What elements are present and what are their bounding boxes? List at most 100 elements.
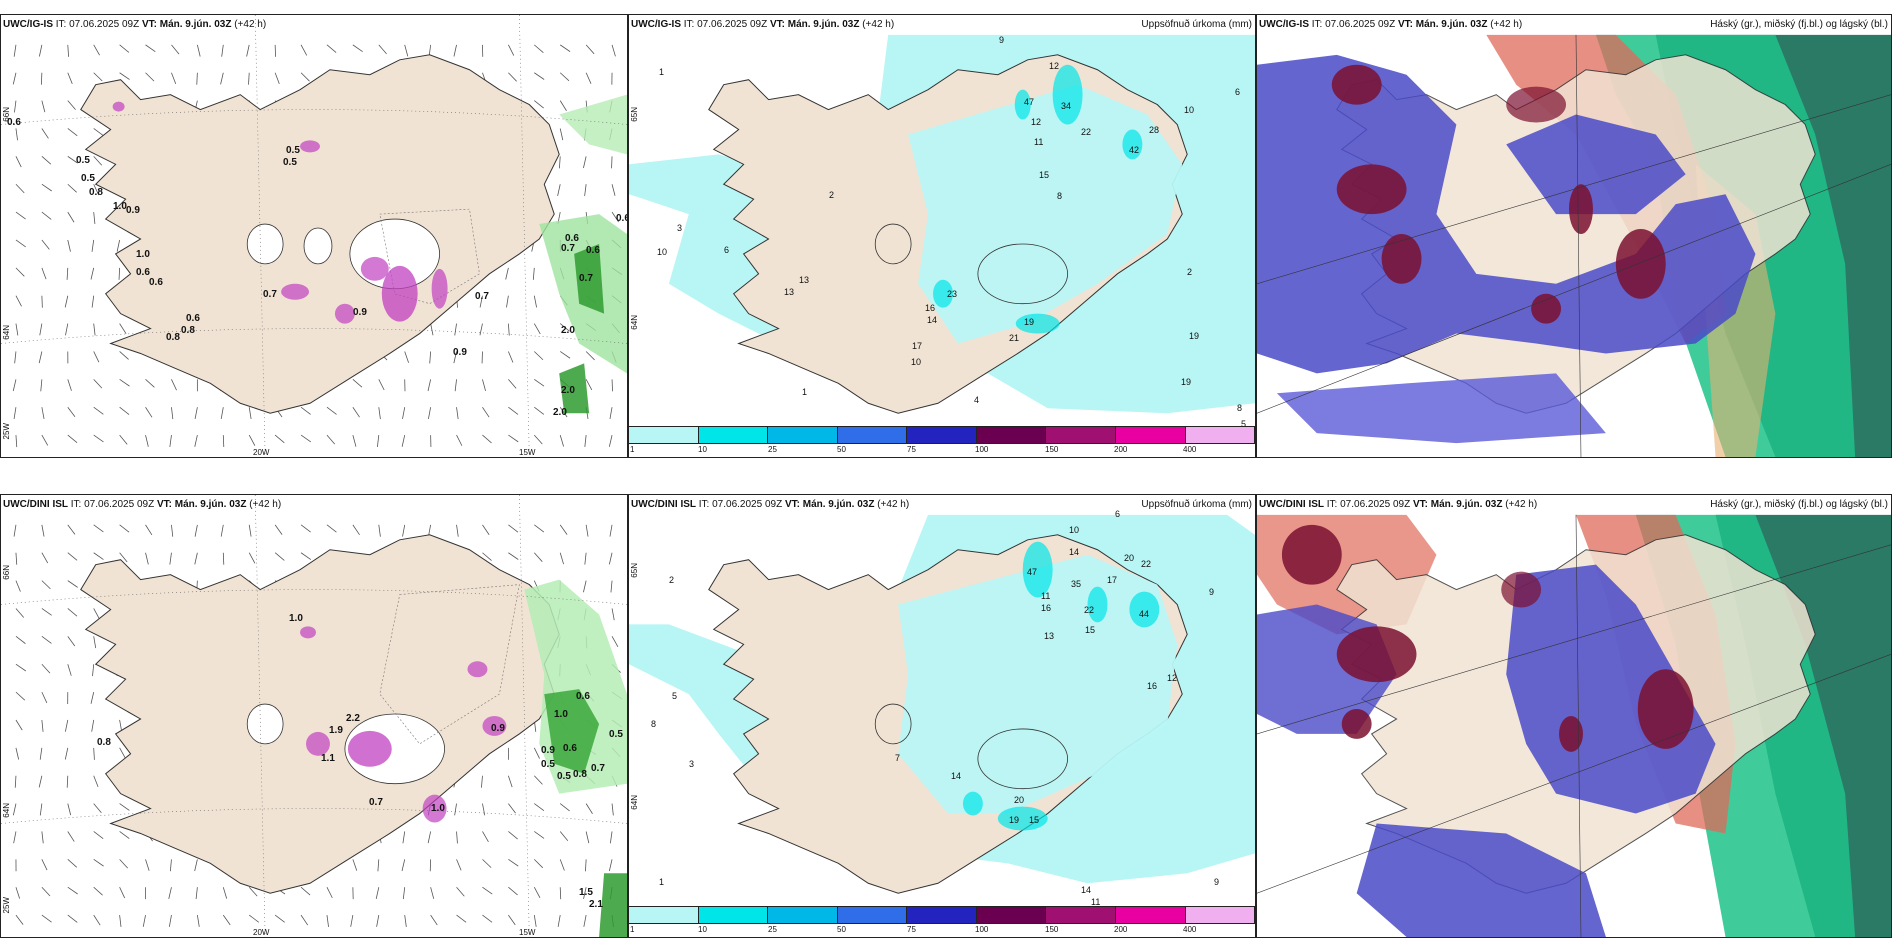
lat-label: 64N <box>630 795 639 810</box>
map-value: 11 <box>1091 897 1101 907</box>
wind-barb <box>39 323 43 336</box>
wind-barb <box>194 524 198 537</box>
wind-barb <box>508 434 519 443</box>
wind-barb <box>482 379 486 392</box>
wind-barb <box>482 434 492 444</box>
panel-title: UWC/DINI ISL IT: 07.06.2025 09Z VT: Mán.… <box>631 499 909 510</box>
lat-label: 64N <box>2 803 11 818</box>
wind-barb <box>533 434 543 445</box>
wind-barb <box>326 44 337 53</box>
lead-time: (+42 h) <box>862 19 895 30</box>
grid-line <box>1257 653 1891 894</box>
wind-barb <box>119 44 130 53</box>
wind-barb <box>41 859 48 871</box>
valid-time-label: VT: <box>156 499 172 510</box>
wind-barb <box>584 435 587 447</box>
map-value: 9 <box>999 35 1005 45</box>
precip-purple <box>347 730 392 767</box>
glacier <box>246 223 284 265</box>
map-value: 1.0 <box>289 613 303 624</box>
glacier <box>874 223 912 265</box>
panel-subtitle: Uppsöfnuð úrkoma (mm) <box>1141 19 1252 30</box>
wind-barb <box>93 831 104 840</box>
map-value: 1 <box>659 877 665 887</box>
map-value: 2.2 <box>346 713 360 724</box>
wind-barb <box>171 72 177 85</box>
wind-barb <box>67 156 78 164</box>
lat-label: 65N <box>630 563 639 578</box>
wind-barb <box>67 406 76 418</box>
wind-barb <box>453 44 457 57</box>
wind-barb <box>41 183 52 192</box>
model-name: UWC/DINI ISL <box>1259 499 1324 510</box>
wind-barb <box>220 524 224 537</box>
grid-line <box>1 328 627 344</box>
panel-top-middle: UWC/IG-IS IT: 07.06.2025 09Z VT: Mán. 9.… <box>628 14 1256 458</box>
precip-purple <box>482 716 507 736</box>
wind-barb <box>93 775 99 788</box>
precip-green <box>559 94 627 155</box>
wind-barb <box>534 524 545 533</box>
map-value: 0.9 <box>126 205 140 216</box>
wind-barb <box>119 831 130 839</box>
wind-barb <box>15 747 20 760</box>
wind-barb <box>41 580 51 590</box>
wind-barb <box>508 406 519 415</box>
wind-barb <box>456 914 467 923</box>
precip-green <box>559 363 590 414</box>
wind-barb <box>93 859 104 867</box>
wind-barb <box>427 379 432 392</box>
map-value: 0.5 <box>286 145 300 156</box>
wind-barb <box>456 859 462 871</box>
valid-time: Mán. 9.jún. 03Z <box>787 19 860 30</box>
wind-barb <box>14 100 17 113</box>
wind-barb <box>352 44 363 53</box>
wind-barb <box>430 914 438 926</box>
wind-barb <box>194 435 198 447</box>
mid-cloud <box>1331 64 1382 105</box>
map-value: 11 <box>1041 591 1051 601</box>
wind-barb <box>585 803 593 814</box>
wind-barb <box>145 407 153 418</box>
map-value: 2 <box>1187 267 1193 277</box>
legend-swatch <box>629 907 699 923</box>
wind-barb <box>506 295 509 308</box>
precip-map <box>629 514 1255 894</box>
wind-barb <box>559 128 564 141</box>
legend-swatch <box>837 907 908 923</box>
model-name: UWC/IG-IS <box>631 19 681 30</box>
low-cloud <box>1356 823 1606 937</box>
wind-barb <box>194 407 198 420</box>
wind-barb <box>533 552 543 562</box>
wind-barb <box>90 692 95 704</box>
legend-swatch <box>837 427 908 443</box>
map-value: 2.0 <box>561 385 575 396</box>
hatched-area <box>379 584 520 745</box>
wind-barb <box>611 44 616 57</box>
wind-barb <box>67 886 78 895</box>
precip-green <box>599 873 627 937</box>
legend-swatch <box>1115 907 1186 923</box>
wind-barb <box>168 887 172 899</box>
legend-tick: 10 <box>698 925 707 934</box>
wind-barb <box>430 323 434 336</box>
color-legend-ticks: 1 10 25 50 75 100 150 200 400 <box>629 445 1255 456</box>
wind-barb <box>91 295 95 308</box>
wind-barb <box>38 44 43 57</box>
legend-tick: 100 <box>975 445 989 454</box>
wind-barb <box>611 184 616 196</box>
wind-barb <box>508 803 516 814</box>
wind-barb <box>609 831 613 844</box>
precip-purple <box>422 794 447 823</box>
panel-title: UWC/IG-IS IT: 07.06.2025 09Z VT: Mán. 9.… <box>3 19 266 30</box>
wind-barb <box>274 524 283 535</box>
wind-barb <box>532 267 535 280</box>
glacier <box>977 243 1068 305</box>
wind-barb <box>508 44 515 56</box>
map-value: 14 <box>1069 547 1080 557</box>
wind-barb <box>585 524 589 537</box>
wind-barb <box>64 295 69 308</box>
wind-barb <box>585 44 595 55</box>
map-value: 22 <box>1141 559 1152 569</box>
precip-purple <box>360 256 389 281</box>
